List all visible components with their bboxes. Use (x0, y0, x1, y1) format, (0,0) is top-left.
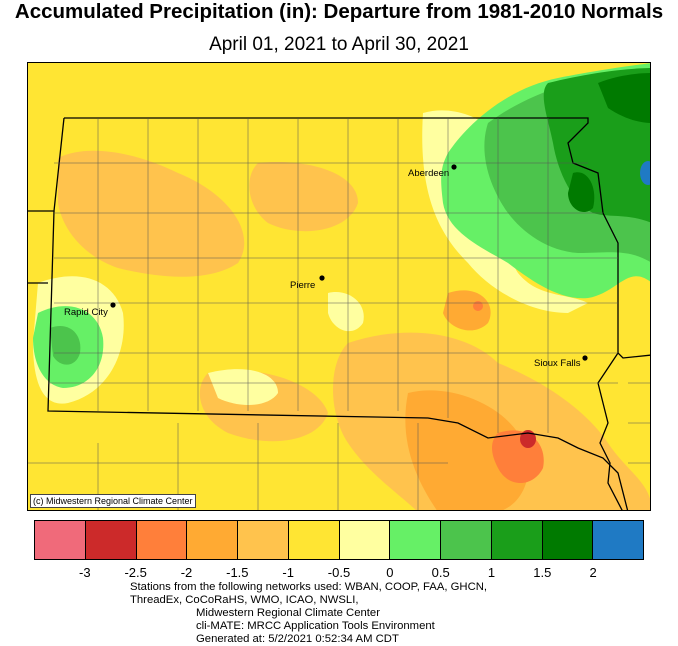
color-legend (34, 520, 644, 560)
legend-swatch (542, 521, 594, 559)
legend-tick-label: 0 (386, 565, 394, 580)
data-source-footer: Stations from the following networks use… (130, 581, 487, 646)
legend-tick-label: -1 (282, 565, 294, 580)
dark-orange-zone-southeast (405, 390, 529, 510)
city-dot-aberdeen (451, 164, 457, 170)
legend-tick-label: -2.5 (124, 565, 147, 580)
legend-swatch (85, 521, 137, 559)
city-dot-sioux-falls (582, 355, 588, 361)
footer-line: Midwestern Regional Climate Center (196, 607, 380, 619)
legend-swatch (390, 521, 441, 559)
legend-swatch (593, 521, 643, 559)
county-lines (28, 118, 650, 510)
legend-tick-label: 2 (589, 565, 597, 580)
city-label-rapid-city: Rapid City (64, 307, 108, 318)
legend-tick-label: -1.5 (226, 565, 249, 580)
deficit-maximum (520, 430, 536, 448)
orange-spot-core (473, 301, 483, 311)
surplus-spot-2in (568, 172, 595, 213)
near-normal-spot-south (208, 369, 278, 405)
city-label-pierre: Pierre (290, 280, 316, 291)
precip-departure-map: Aberdeen Pierre Rapid City Sioux Falls (… (27, 62, 651, 511)
map-credit: (c) Midwestern Regional Climate Center (30, 494, 196, 508)
footer-line: Stations from the following networks use… (130, 581, 488, 593)
legend-tick-label: 1 (487, 565, 496, 580)
legend-swatch (441, 521, 492, 559)
legend-tick-label: -2 (180, 565, 193, 580)
legend-swatch (238, 521, 289, 559)
state-boundary-south (47, 210, 629, 510)
orange-zone-central (249, 162, 358, 232)
surplus-max-blue (640, 161, 650, 185)
footer-line: ThreadEx, CoCoRaHS, WMO, ICAO, NWSLI, (130, 594, 359, 606)
legend-tick-label: 1.5 (533, 565, 552, 580)
near-normal-spot-pierre (328, 292, 364, 332)
map-title: Accumulated Precipitation (in): Departur… (14, 0, 664, 23)
legend-tick-label: -3 (79, 565, 91, 580)
footer-line: cli-MATE: MRCC Application Tools Environ… (196, 620, 435, 632)
legend-tick-label: -0.5 (327, 565, 351, 580)
surplus-zone-northeast-2in (598, 73, 650, 123)
legend-swatch (136, 521, 188, 559)
city-dot-pierre (319, 275, 325, 281)
legend-swatch (491, 521, 543, 559)
footer-line: Generated at: 5/2/2021 0:52:34 AM CDT (196, 633, 399, 645)
legend-swatch (339, 521, 391, 559)
orange-spot-east (443, 290, 491, 331)
state-boundary-sd-north-east (64, 117, 650, 359)
map-canvas (28, 63, 650, 510)
legend-swatch (187, 521, 238, 559)
surplus-core-rapid-city (50, 325, 81, 365)
legend-ticks: -3 -2.5 -2 -1.5 -1 -0.5 0 0.5 1 1.5 2 (0, 565, 678, 583)
city-label-aberdeen: Aberdeen (408, 168, 450, 179)
city-dot-rapid-city (110, 302, 116, 308)
orange-zone-west (58, 150, 245, 277)
legend-tick-label: 0.5 (431, 565, 450, 580)
legend-swatch (35, 521, 86, 559)
city-label-sioux-falls: Sioux Falls (534, 358, 581, 369)
map-subtitle: April 01, 2021 to April 30, 2021 (209, 34, 469, 55)
state-boundary-southeast (597, 352, 623, 510)
legend-swatch (288, 521, 340, 559)
